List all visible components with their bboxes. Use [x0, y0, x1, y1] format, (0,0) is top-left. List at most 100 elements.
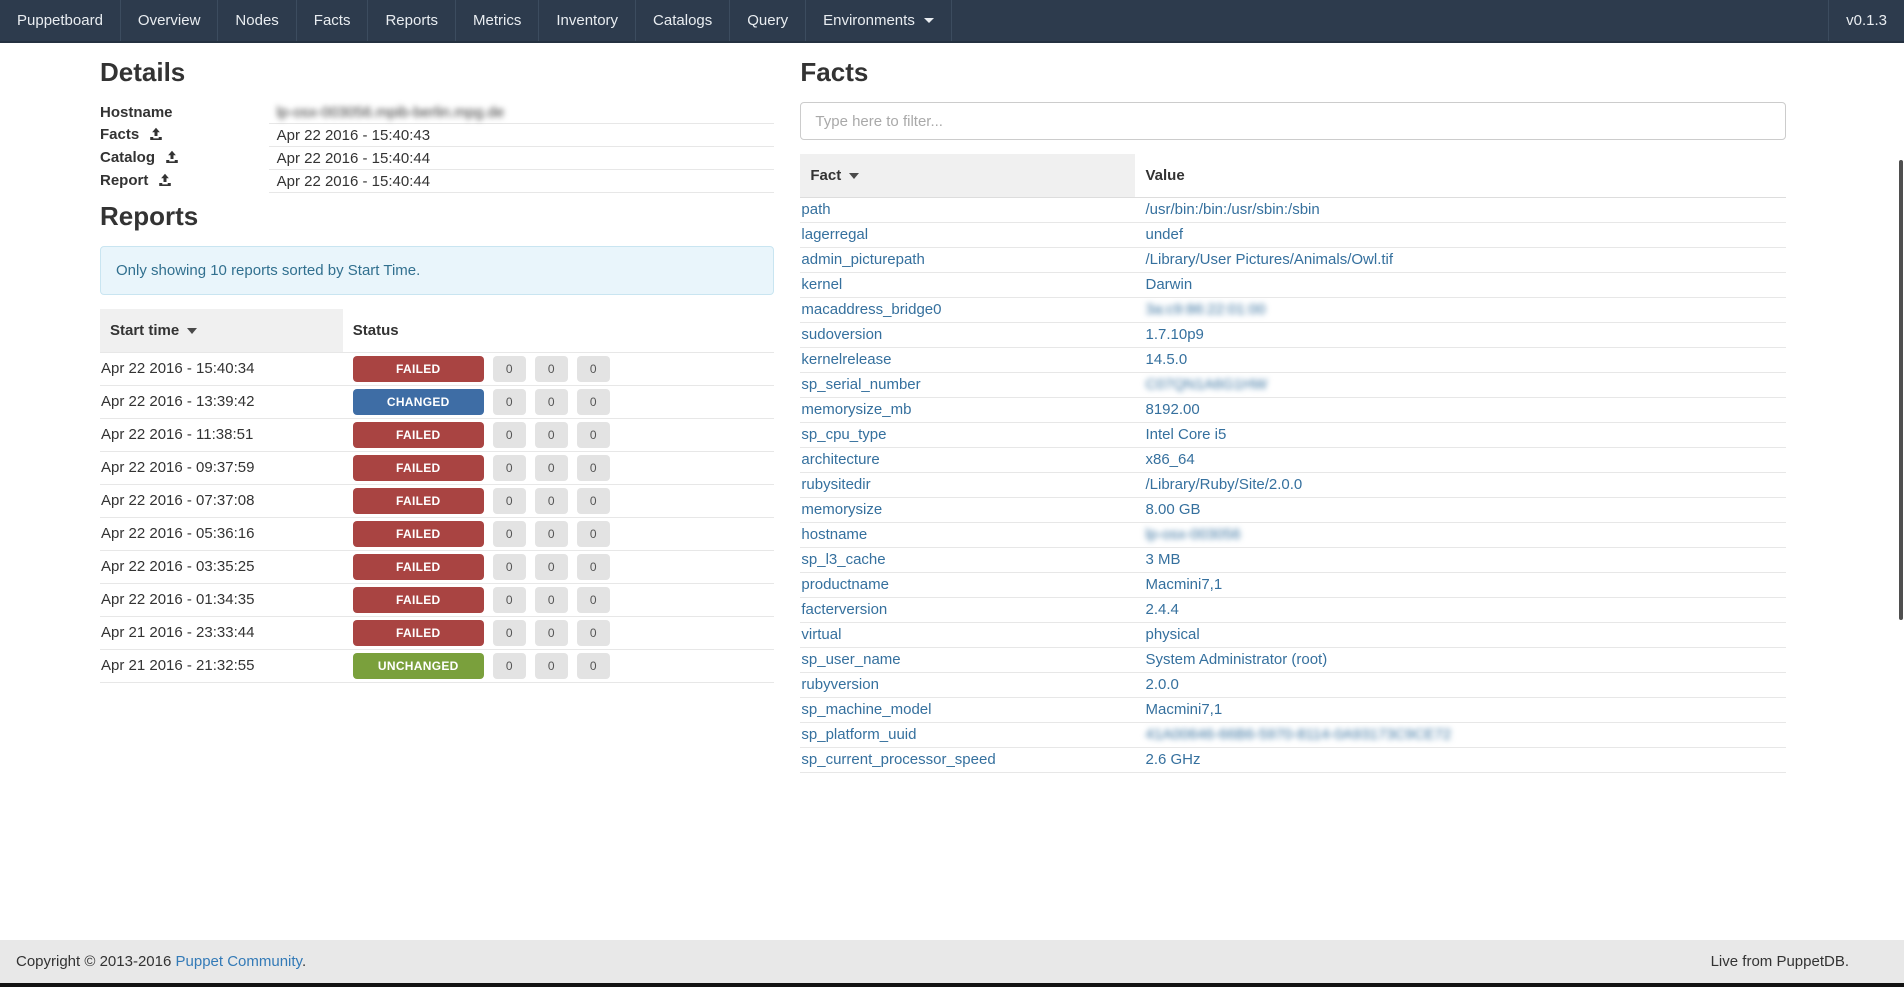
- report-count-badge: 0: [492, 587, 526, 613]
- facts-panel: Facts Fact Value path/usr/bin:/bin:/usr/…: [800, 43, 1786, 773]
- fact-name-link[interactable]: sp_serial_number: [801, 376, 921, 393]
- fact-row: facterversion 2.4.4: [800, 597, 1786, 623]
- fact-name-link[interactable]: sp_user_name: [801, 651, 901, 668]
- report-status-cell: UNCHANGED 0 0 0: [342, 649, 775, 683]
- fact-row: sudoversion 1.7.10p9: [800, 322, 1786, 348]
- fact-name-link[interactable]: virtual: [801, 626, 842, 643]
- report-row: Apr 22 2016 - 09:37:59 FAILED 0 0 0: [100, 451, 775, 485]
- nav-item-overview[interactable]: Overview: [121, 0, 219, 41]
- fact-name-link[interactable]: kernel: [801, 276, 843, 293]
- report-status-badge[interactable]: FAILED: [352, 587, 484, 613]
- nav-item-nodes[interactable]: Nodes: [218, 0, 297, 41]
- fact-name-cell: virtual: [800, 622, 1136, 648]
- nav-item-catalogs[interactable]: Catalogs: [636, 0, 731, 41]
- fact-value-link[interactable]: 8.00 GB: [1145, 501, 1201, 518]
- fact-name-link[interactable]: memorysize: [801, 501, 883, 518]
- report-status-badge[interactable]: FAILED: [352, 356, 484, 382]
- fact-name-cell: sp_platform_uuid: [800, 722, 1136, 748]
- fact-name-link[interactable]: hostname: [801, 526, 868, 543]
- fact-name-link[interactable]: rubysitedir: [801, 476, 871, 493]
- fact-value-link[interactable]: C07QN1A6G1HW: [1145, 376, 1268, 393]
- fact-value-link[interactable]: System Administrator (root): [1145, 651, 1328, 668]
- details-label: Report: [100, 171, 149, 189]
- nav-item-reports[interactable]: Reports: [368, 0, 456, 41]
- column-header-value[interactable]: Value: [1135, 154, 1786, 198]
- fact-value-link[interactable]: 14.5.0: [1145, 351, 1188, 368]
- column-header-start-time[interactable]: Start time: [100, 309, 343, 353]
- nav-item-facts[interactable]: Facts: [297, 0, 369, 41]
- fact-name-link[interactable]: kernelrelease: [801, 351, 892, 368]
- fact-name-link[interactable]: sp_l3_cache: [801, 551, 886, 568]
- fact-value-link[interactable]: Intel Core i5: [1145, 426, 1227, 443]
- report-count-badge: 0: [576, 554, 610, 580]
- fact-row: sp_cpu_type Intel Core i5: [800, 422, 1786, 448]
- fact-value-cell: /usr/bin:/bin:/usr/sbin:/sbin: [1135, 197, 1786, 223]
- fact-row: sp_current_processor_speed 2.6 GHz: [800, 747, 1786, 773]
- report-status-badge[interactable]: FAILED: [352, 422, 484, 448]
- fact-name-link[interactable]: lagerregal: [801, 226, 869, 243]
- fact-name-cell: rubyversion: [800, 672, 1136, 698]
- fact-value-link[interactable]: 8192.00: [1145, 401, 1200, 418]
- fact-value-link[interactable]: /Library/Ruby/Site/2.0.0: [1145, 476, 1303, 493]
- report-status-badge[interactable]: FAILED: [352, 554, 484, 580]
- fact-value-link[interactable]: lp-osx-003056: [1145, 526, 1241, 543]
- report-status-badge[interactable]: FAILED: [352, 620, 484, 646]
- facts-filter-input[interactable]: [800, 102, 1786, 140]
- fact-value-link[interactable]: 3 MB: [1145, 551, 1181, 568]
- upload-icon[interactable]: [165, 150, 179, 168]
- fact-value-link[interactable]: Macmini7,1: [1145, 576, 1223, 593]
- fact-name-link[interactable]: sp_platform_uuid: [801, 726, 917, 743]
- nav-item-inventory[interactable]: Inventory: [539, 0, 637, 41]
- nav-item-metrics[interactable]: Metrics: [456, 0, 540, 41]
- column-header-status[interactable]: Status: [342, 309, 775, 353]
- fact-value-link[interactable]: Darwin: [1145, 276, 1193, 293]
- report-status-badge[interactable]: UNCHANGED: [352, 653, 484, 679]
- fact-name-link[interactable]: architecture: [801, 451, 880, 468]
- nav-item-query[interactable]: Query: [730, 0, 807, 41]
- fact-name-link[interactable]: memorysize_mb: [801, 401, 912, 418]
- report-status-badge[interactable]: CHANGED: [352, 389, 484, 415]
- report-count-badge: 0: [534, 554, 568, 580]
- fact-value-link[interactable]: 41A00646-66B6-5970-8114-0A93173C9CE72: [1145, 726, 1452, 743]
- fact-name-link[interactable]: admin_picturepath: [801, 251, 925, 268]
- fact-name-link[interactable]: path: [801, 201, 831, 218]
- fact-name-link[interactable]: facterversion: [801, 601, 888, 618]
- fact-value-link[interactable]: /usr/bin:/bin:/usr/sbin:/sbin: [1145, 201, 1320, 218]
- report-status-badge[interactable]: FAILED: [352, 521, 484, 547]
- report-count-badge: 0: [576, 620, 610, 646]
- catalog-timestamp: Apr 22 2016 - 15:40:44: [268, 146, 775, 170]
- upload-icon[interactable]: [158, 173, 172, 191]
- fact-name-cell: facterversion: [800, 597, 1136, 623]
- fact-value-link[interactable]: 3a:c9:86:22:01:00: [1145, 301, 1266, 318]
- puppet-community-link[interactable]: Puppet Community: [175, 953, 302, 970]
- report-status-badge[interactable]: FAILED: [352, 488, 484, 514]
- fact-value-link[interactable]: undef: [1145, 226, 1184, 243]
- report-row: Apr 21 2016 - 21:32:55 UNCHANGED 0 0 0: [100, 649, 775, 683]
- fact-value-cell: 3a:c9:86:22:01:00: [1135, 297, 1786, 323]
- navbar-brand[interactable]: Puppetboard: [0, 0, 121, 41]
- fact-value-link[interactable]: 1.7.10p9: [1145, 326, 1204, 343]
- fact-name-link[interactable]: sp_cpu_type: [801, 426, 887, 443]
- fact-value-link[interactable]: Macmini7,1: [1145, 701, 1223, 718]
- fact-value-link[interactable]: 2.0.0: [1145, 676, 1179, 693]
- upload-icon[interactable]: [149, 127, 163, 145]
- fact-name-link[interactable]: sudoversion: [801, 326, 883, 343]
- fact-name-link[interactable]: macaddress_bridge0: [801, 301, 942, 318]
- fact-value-link[interactable]: physical: [1145, 626, 1200, 643]
- fact-value-link[interactable]: /Library/User Pictures/Animals/Owl.tif: [1145, 251, 1394, 268]
- fact-name-link[interactable]: productname: [801, 576, 889, 593]
- fact-name-link[interactable]: sp_current_processor_speed: [801, 751, 996, 768]
- fact-value-link[interactable]: x86_64: [1145, 451, 1195, 468]
- vertical-scrollbar[interactable]: [1899, 160, 1903, 620]
- column-header-fact[interactable]: Fact: [800, 154, 1136, 198]
- fact-name-link[interactable]: sp_machine_model: [801, 701, 932, 718]
- reports-table-body: Apr 22 2016 - 15:40:34 FAILED 0 0 0 Apr 22 20…: [100, 352, 775, 683]
- fact-value-link[interactable]: 2.6 GHz: [1145, 751, 1201, 768]
- fact-row: sp_user_name System Administrator (root): [800, 647, 1786, 673]
- fact-name-link[interactable]: rubyversion: [801, 676, 879, 693]
- environments-dropdown[interactable]: Environments: [806, 0, 952, 41]
- fact-value-cell: /Library/User Pictures/Animals/Owl.tif: [1135, 247, 1786, 273]
- report-status-badge[interactable]: FAILED: [352, 455, 484, 481]
- fact-value-link[interactable]: 2.4.4: [1145, 601, 1179, 618]
- version-label: v0.1.3: [1828, 0, 1904, 41]
